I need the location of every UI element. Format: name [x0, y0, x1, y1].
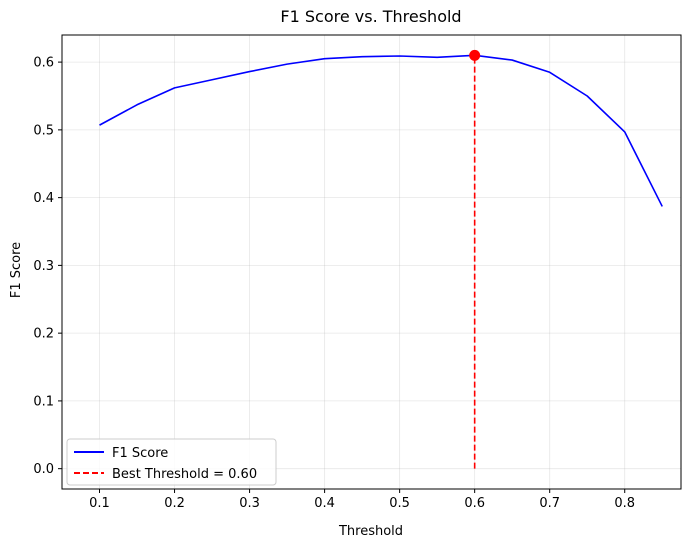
- y-tick-label: 0.2: [33, 327, 54, 342]
- y-tick-label: 0.4: [33, 191, 54, 206]
- series-layer: [99, 49, 663, 469]
- y-tick-label: 0.6: [33, 56, 54, 71]
- x-tick-label: 0.4: [314, 496, 335, 511]
- f1-score-line: [99, 54, 663, 207]
- y-tick-label: 0.1: [33, 394, 54, 409]
- x-axis-label: Threshold: [338, 524, 403, 539]
- x-tick-label: 0.1: [89, 496, 110, 511]
- x-tick-label: 0.2: [164, 496, 185, 511]
- x-tick-label: 0.8: [614, 496, 635, 511]
- x-tick-label: 0.3: [239, 496, 260, 511]
- legend-box: [66, 438, 277, 486]
- legend: F1 Score Best Threshold = 0.60: [66, 438, 277, 486]
- y-tick-label: 0.5: [33, 123, 54, 138]
- x-tick-label: 0.6: [464, 496, 485, 511]
- y-tick-label: 0.3: [33, 259, 54, 274]
- y-axis-label: F1 Score: [9, 242, 24, 298]
- ticks: 0.1 0.2 0.3 0.4 0.5 0.6 0.7 0.8 0.0 0.1 0.2 0.3 0.4 0…: [33, 56, 635, 511]
- x-tick-label: 0.5: [389, 496, 410, 511]
- plot-frame: [61, 34, 682, 490]
- chart-title: F1 Score vs. Threshold: [280, 7, 461, 26]
- y-tick-label: 0.0: [33, 462, 54, 477]
- best-threshold-point: [469, 49, 481, 61]
- legend-f1-label: F1 Score: [112, 446, 168, 461]
- legend-threshold-label: Best Threshold = 0.60: [112, 467, 257, 482]
- x-tick-label: 0.7: [539, 496, 560, 511]
